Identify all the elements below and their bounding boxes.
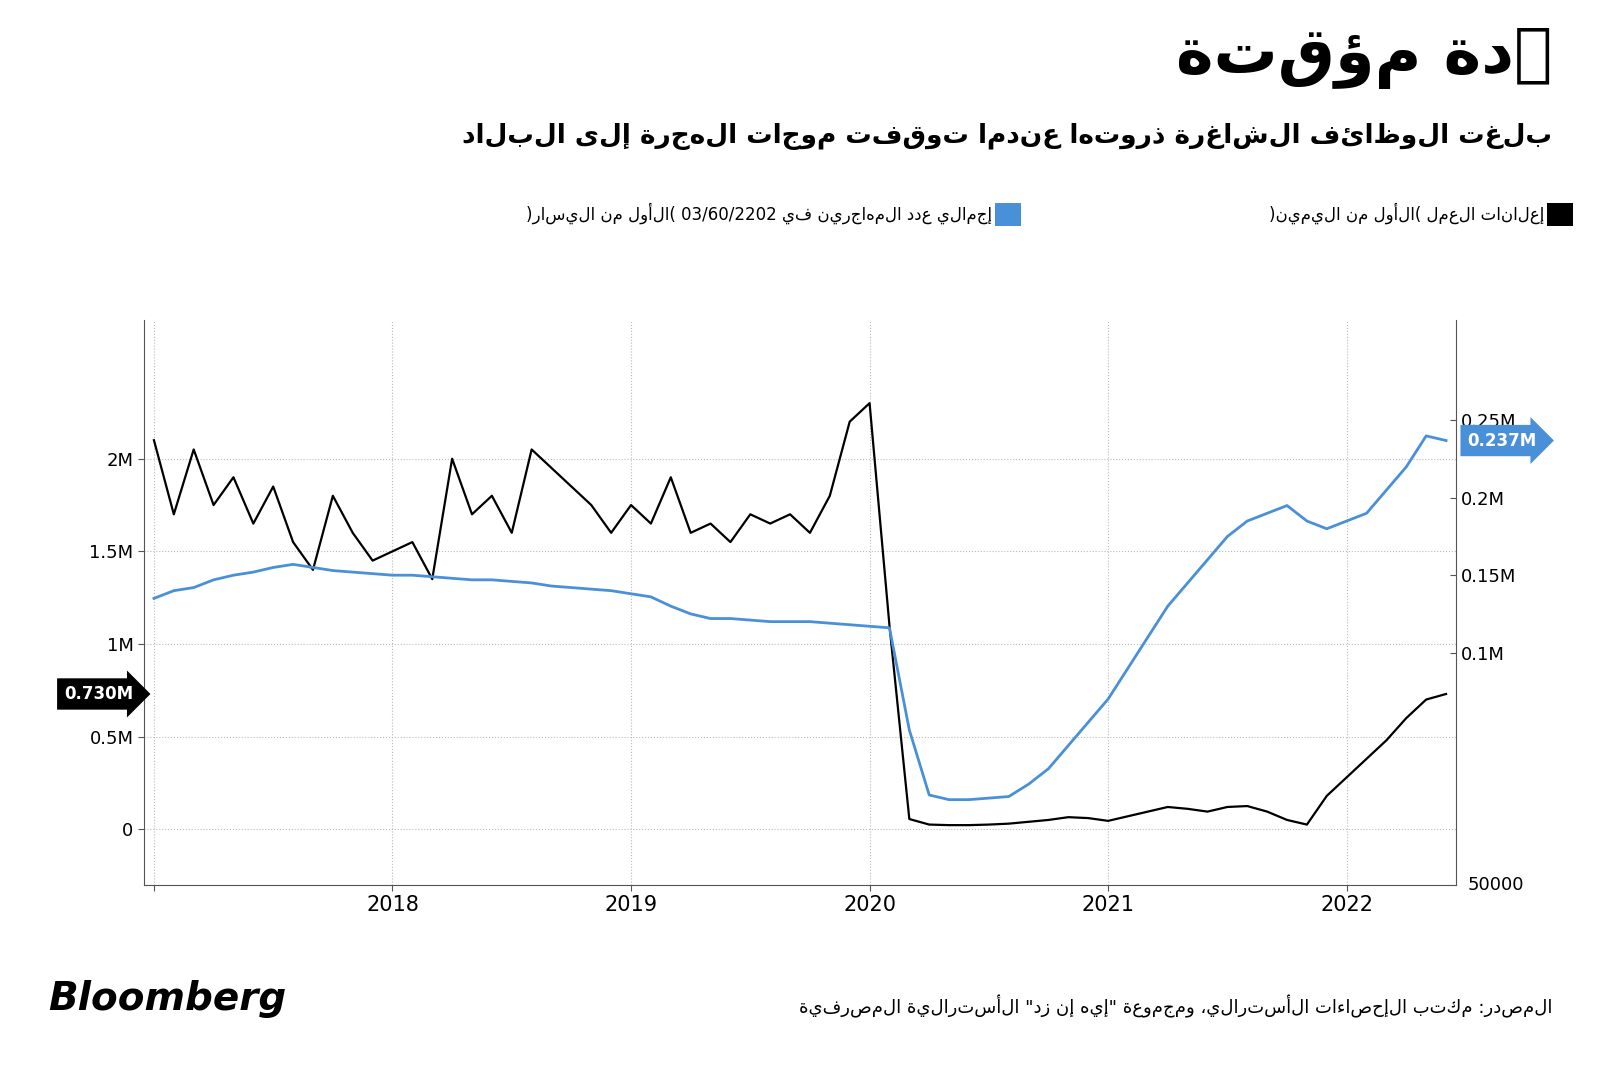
- Text: 0.730M: 0.730M: [64, 685, 133, 702]
- Text: 50000: 50000: [1467, 876, 1523, 893]
- Text: )راسيلا نم لوألا( 03/60/2202 يف نيرجاهملا ددع يلامجإ: )راسيلا نم لوألا( 03/60/2202 يف نيرجاهمل…: [526, 203, 992, 224]
- Text: ةيفرصملا ةيلارتسألا "دز نإ هيإ" ةعومجمو ،يلارتسألا تاءاصحإلا بتكم :ردصملا: ةيفرصملا ةيلارتسألا "دز نإ هيإ" ةعومجمو …: [798, 995, 1552, 1018]
- Text: 0.237M: 0.237M: [1467, 432, 1536, 450]
- Text: Bloomberg: Bloomberg: [48, 980, 286, 1018]
- Text: ةتقؤم ةد摯: ةتقؤم ةد摯: [1176, 27, 1552, 88]
- Text: دالبلا ىلإ ةرجهلا تاجوم تفقوت امدنع اهتورذ ةرغاشلا فئاظولا تغلب: دالبلا ىلإ ةرجهلا تاجوم تفقوت امدنع اهتو…: [462, 123, 1552, 149]
- Text: )نيميلا نم لوألا( لمعلا تانالعإ: )نيميلا نم لوألا( لمعلا تانالعإ: [1269, 203, 1544, 224]
